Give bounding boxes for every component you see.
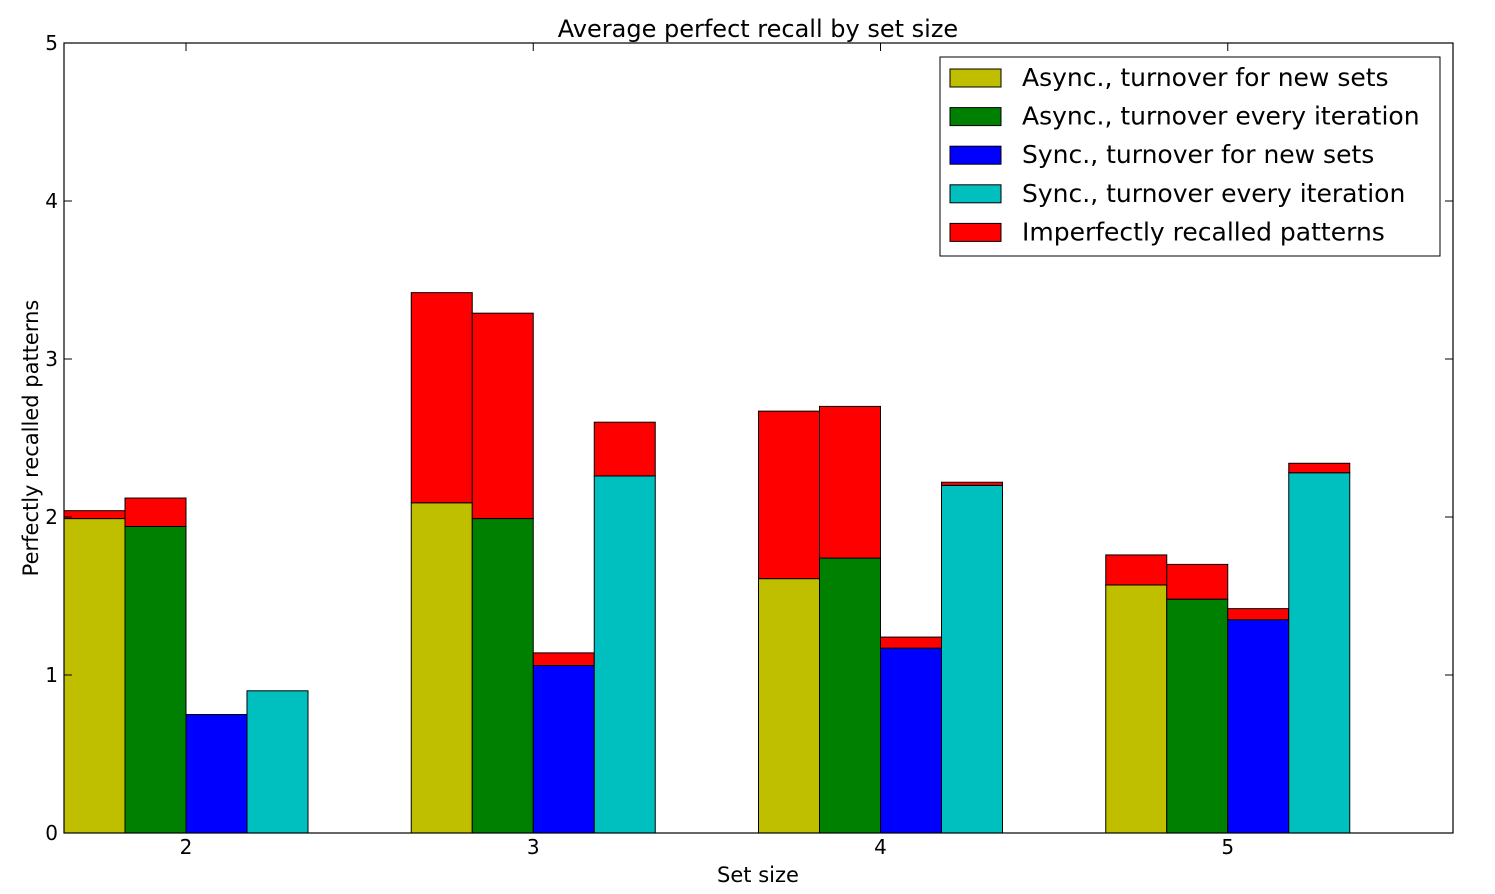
x-tick-label: 4 — [874, 835, 887, 859]
legend-swatch — [949, 145, 1002, 165]
legend-label: Sync., turnover for new sets — [1022, 140, 1374, 169]
y-tick-label: 3 — [45, 347, 58, 371]
bar-imperfect — [63, 510, 126, 520]
plot-area-frame — [63, 42, 1454, 834]
legend-box — [939, 56, 1441, 257]
bar-imperfect — [1166, 563, 1229, 600]
legend-swatch — [949, 184, 1002, 204]
legend-label: Sync., turnover every iteration — [1022, 179, 1405, 208]
bar-imperfect — [1105, 554, 1168, 586]
x-tick-label: 5 — [1221, 835, 1234, 859]
y-tick-label: 2 — [45, 505, 58, 529]
legend: Async., turnover for new sets Async., tur… — [939, 56, 1441, 257]
bar-imperfect — [941, 481, 1003, 486]
bar-perfect — [471, 518, 534, 834]
x-tick-label: 3 — [527, 835, 540, 859]
bars-layer — [63, 292, 1351, 834]
y-tick-label: 0 — [45, 821, 58, 845]
bar-imperfect — [124, 497, 187, 527]
bar-imperfect — [410, 292, 473, 504]
x-axis-label: Set size — [717, 863, 799, 887]
bar-perfect — [410, 502, 473, 834]
bar-perfect — [63, 518, 126, 834]
axis-ticks: 0 1 2 3 4 5 2 3 4 5 — [45, 31, 1453, 859]
bar-perfect — [532, 665, 595, 834]
x-tick-label: 2 — [180, 835, 193, 859]
bar-perfect — [593, 475, 656, 834]
bar-perfect — [758, 578, 820, 834]
bar-perfect — [1166, 598, 1229, 834]
legend-label: Imperfectly recalled patterns — [1022, 217, 1385, 246]
bar-perfect — [880, 647, 942, 834]
bar-perfect — [819, 557, 881, 834]
bar-imperfect — [593, 421, 656, 477]
y-tick-label: 5 — [45, 31, 58, 55]
legend-swatch — [949, 222, 1002, 242]
bar-imperfect — [1227, 608, 1290, 621]
bar-imperfect — [532, 652, 595, 667]
bar-imperfect — [471, 312, 534, 520]
bar-perfect — [1227, 619, 1290, 834]
bar-perfect — [185, 714, 248, 834]
legend-label: Async., turnover every iteration — [1022, 102, 1420, 131]
y-axis-label: Perfectly recalled patterns — [19, 300, 43, 577]
bar-perfect — [1288, 472, 1351, 834]
bar-imperfect — [758, 410, 820, 580]
bar-imperfect — [880, 636, 942, 649]
legend-label: Async., turnover for new sets — [1022, 63, 1389, 92]
bar-imperfect — [819, 405, 881, 559]
bar-imperfect — [1288, 462, 1351, 474]
bar-perfect — [1105, 584, 1168, 834]
bar-perfect — [124, 525, 187, 834]
bar-perfect — [246, 690, 309, 834]
legend-swatch — [949, 68, 1002, 88]
legend-swatch — [949, 107, 1002, 127]
y-tick-label: 4 — [45, 189, 58, 213]
y-tick-label: 1 — [45, 663, 58, 687]
bar-perfect — [941, 484, 1003, 834]
chart-title: Average perfect recall by set size — [558, 15, 958, 43]
